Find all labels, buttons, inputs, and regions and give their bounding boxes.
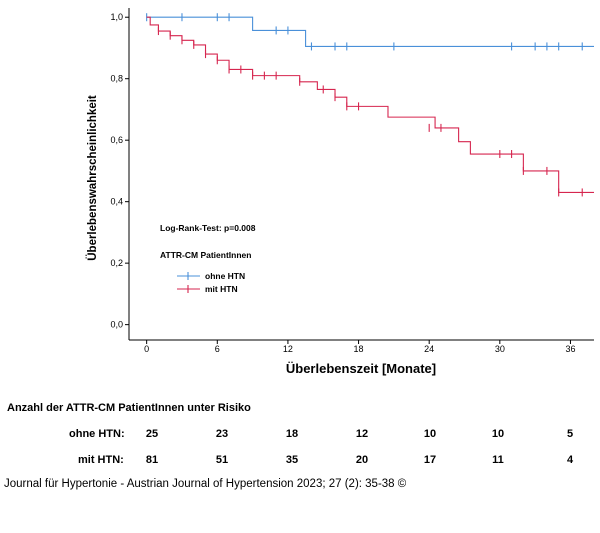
x-tick-label: 24 xyxy=(424,344,434,354)
risk-cell: 10 xyxy=(491,428,505,440)
risk-cell: 17 xyxy=(423,454,437,466)
risk-cell: 81 xyxy=(145,454,159,466)
x-tick-label: 18 xyxy=(354,344,364,354)
axes: 0,0 0,2 0,4 0,6 0,8 1,0 0 6 12 18 24 30 36 xyxy=(110,8,594,354)
risk-table-title: Anzahl der ATTR-CM PatientInnen unter Ri… xyxy=(7,402,251,414)
risk-row-label: mit HTN: xyxy=(78,454,124,466)
legend: ohne HTN mit HTN xyxy=(177,271,245,294)
x-tick-label: 6 xyxy=(215,344,220,354)
series-layer xyxy=(146,13,594,197)
y-tick-label: 0,8 xyxy=(110,74,123,84)
y-tick-label: 0,4 xyxy=(110,197,123,207)
log-rank-annotation: Log-Rank-Test: p=0.008 xyxy=(160,223,256,233)
risk-row-label: ohne HTN: xyxy=(69,428,125,440)
risk-cell: 4 xyxy=(566,454,574,466)
x-tick-label: 36 xyxy=(565,344,575,354)
survival-curve-ohne-htn xyxy=(146,16,594,47)
risk-cell: 11 xyxy=(492,454,504,466)
risk-cell: 20 xyxy=(355,454,369,466)
risk-cell: 23 xyxy=(215,428,229,440)
risk-cell: 5 xyxy=(566,428,574,440)
x-tick-label: 12 xyxy=(283,344,293,354)
risk-cell: 35 xyxy=(285,454,299,466)
y-tick-label: 0,2 xyxy=(110,258,123,268)
y-tick-label: 0,6 xyxy=(110,135,123,145)
y-axis-label: Überlebenswahrscheinlichkeit xyxy=(86,95,99,261)
legend-title: ATTR-CM PatientInnen xyxy=(160,250,251,260)
x-axis-label: Überlebenszeit [Monate] xyxy=(286,361,436,376)
risk-cell: 25 xyxy=(145,428,159,440)
risk-cell: 18 xyxy=(285,428,299,440)
risk-cell: 51 xyxy=(215,454,229,466)
y-tick-label: 0,0 xyxy=(110,320,123,330)
x-tick-label: 30 xyxy=(495,344,505,354)
x-tick-label: 0 xyxy=(144,344,149,354)
risk-cell: 12 xyxy=(355,428,369,440)
citation: Journal für Hypertonie - Austrian Journa… xyxy=(4,478,407,490)
survival-curve-mit-htn xyxy=(146,16,594,193)
y-tick-label: 1,0 xyxy=(110,12,123,22)
legend-entry: ohne HTN xyxy=(205,271,245,281)
legend-entry: mit HTN xyxy=(205,284,238,294)
kaplan-meier-chart: 0,0 0,2 0,4 0,6 0,8 1,0 0 6 12 18 24 30 36 ohne HTN m… xyxy=(86,8,594,376)
risk-cell: 10 xyxy=(423,428,437,440)
